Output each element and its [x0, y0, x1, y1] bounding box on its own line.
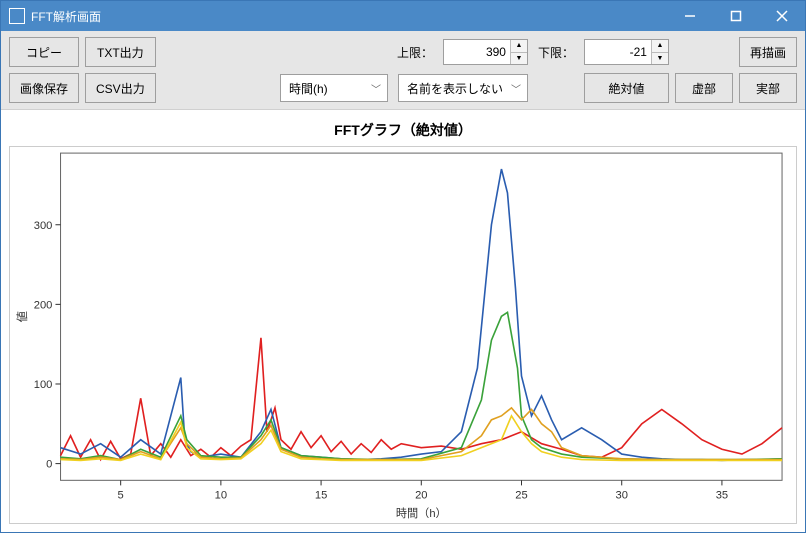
upper-label: 上限： — [393, 44, 437, 61]
toolbar: コピー TXT出力 上限： ▲▼ 下限： ▲▼ 再描画 画像保存 CSV出力 時… — [1, 31, 805, 110]
svg-text:200: 200 — [34, 299, 53, 311]
chart-title: FFTグラフ（絶対値） — [9, 114, 797, 146]
svg-text:30: 30 — [616, 490, 628, 502]
svg-text:値: 値 — [16, 311, 29, 322]
maximize-button[interactable] — [713, 1, 759, 31]
svg-text:300: 300 — [34, 220, 53, 232]
lower-spin[interactable]: ▲▼ — [584, 39, 669, 65]
csv-out-button[interactable]: CSV出力 — [85, 73, 156, 103]
copy-button[interactable]: コピー — [9, 37, 79, 67]
svg-text:15: 15 — [315, 490, 327, 502]
svg-text:時間（h）: 時間（h） — [396, 507, 447, 520]
lower-input[interactable] — [585, 40, 651, 64]
svg-text:25: 25 — [515, 490, 527, 502]
svg-text:5: 5 — [118, 490, 124, 502]
svg-text:0: 0 — [46, 459, 52, 471]
svg-text:100: 100 — [34, 379, 53, 391]
lower-label: 下限： — [534, 44, 578, 61]
chevron-down-icon: ﹀ — [371, 81, 381, 96]
xaxis-select[interactable]: 時間(h) ﹀ — [280, 74, 388, 102]
upper-up-icon[interactable]: ▲ — [511, 40, 527, 53]
imag-button[interactable]: 虚部 — [675, 73, 733, 103]
lower-down-icon[interactable]: ▼ — [652, 53, 668, 65]
titlebar: FFT解析画面 — [1, 1, 805, 31]
name-select-label: 名前を表示しない — [407, 80, 503, 97]
upper-spin[interactable]: ▲▼ — [443, 39, 528, 65]
svg-text:10: 10 — [215, 490, 227, 502]
app-icon — [9, 8, 25, 24]
minimize-button[interactable] — [667, 1, 713, 31]
abs-button[interactable]: 絶対値 — [584, 73, 669, 103]
svg-text:35: 35 — [716, 490, 728, 502]
chart-area: 5 10 15 20 25 30 35 0 100 200 300 時間（h） 値 — [9, 146, 797, 524]
chart-svg: 5 10 15 20 25 30 35 0 100 200 300 時間（h） 値 — [10, 147, 796, 523]
lower-up-icon[interactable]: ▲ — [652, 40, 668, 53]
upper-input[interactable] — [444, 40, 510, 64]
close-button[interactable] — [759, 1, 805, 31]
name-select[interactable]: 名前を表示しない ﹀ — [398, 74, 528, 102]
svg-text:20: 20 — [415, 490, 427, 502]
window-title: FFT解析画面 — [31, 8, 667, 25]
real-button[interactable]: 実部 — [739, 73, 797, 103]
txt-out-button[interactable]: TXT出力 — [85, 37, 156, 67]
chevron-down-icon: ﹀ — [511, 81, 521, 96]
upper-down-icon[interactable]: ▼ — [511, 53, 527, 65]
redraw-button[interactable]: 再描画 — [739, 37, 797, 67]
xaxis-select-label: 時間(h) — [289, 80, 328, 97]
img-save-button[interactable]: 画像保存 — [9, 73, 79, 103]
